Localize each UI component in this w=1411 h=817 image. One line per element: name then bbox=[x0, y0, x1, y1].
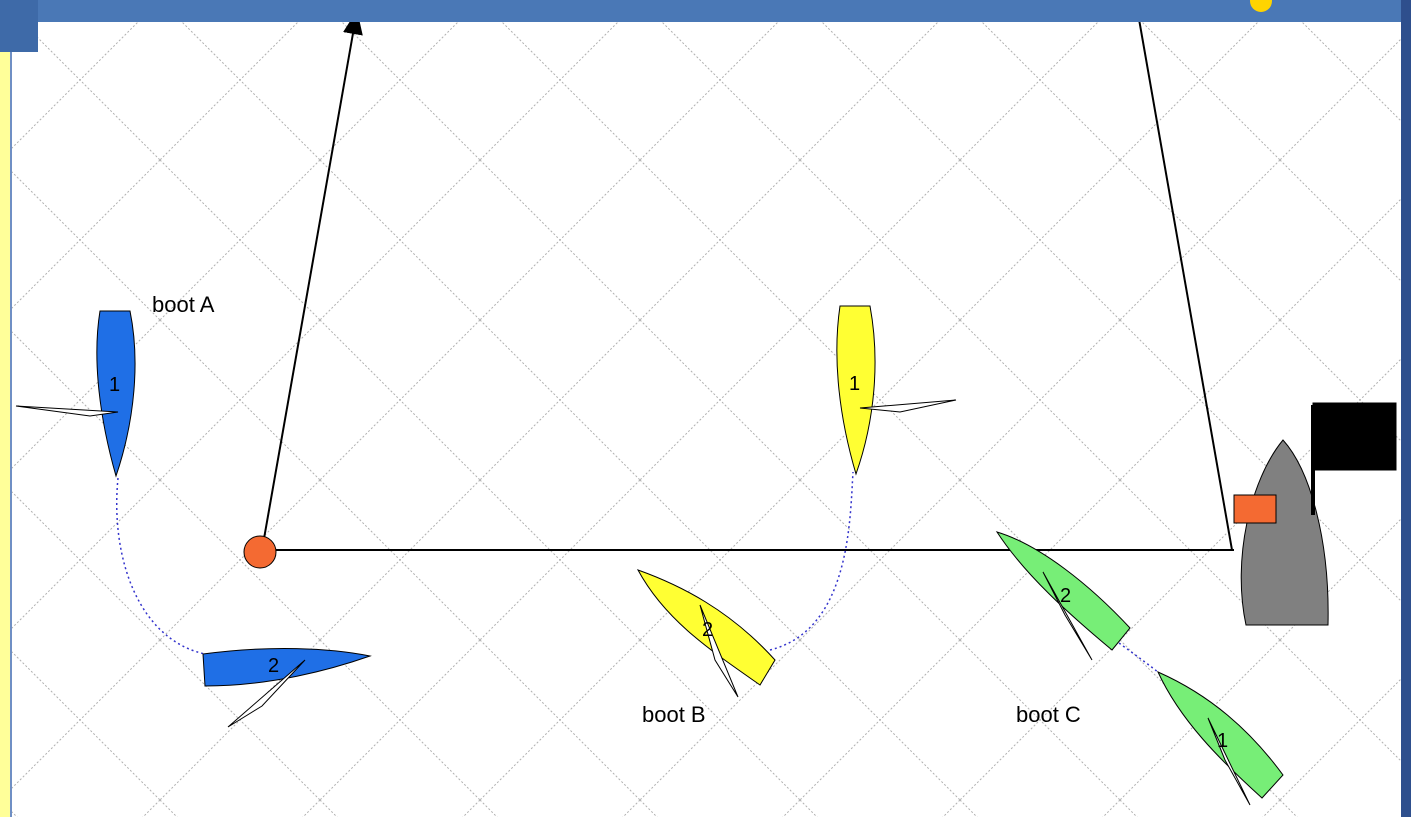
pin-mark bbox=[244, 536, 276, 568]
boat-a-position-1-number: 1 bbox=[109, 374, 120, 396]
boat-b-position-2-number: 2 bbox=[702, 619, 713, 641]
committee-mark bbox=[1234, 495, 1276, 523]
boat-c-label: boot C bbox=[1016, 702, 1081, 727]
slide-right-strip bbox=[1401, 0, 1411, 817]
black-flag-icon bbox=[1313, 403, 1396, 470]
slide-top-tab bbox=[0, 0, 38, 52]
boat-c-position-2-number: 2 bbox=[1060, 585, 1071, 607]
slide-top-bar bbox=[0, 0, 1411, 22]
boat-b-position-1-number: 1 bbox=[849, 373, 860, 395]
slide-left-strip bbox=[0, 52, 12, 817]
boat-c-position-1-number: 1 bbox=[1217, 730, 1228, 752]
boat-b-label: boot B bbox=[642, 702, 706, 727]
boat-a-position-2-number: 2 bbox=[268, 655, 279, 677]
boat-a-label: boot A bbox=[152, 292, 215, 317]
